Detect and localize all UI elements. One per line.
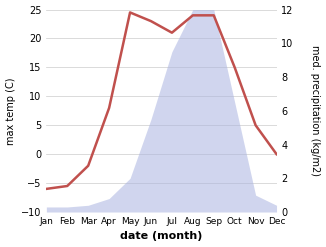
Y-axis label: med. precipitation (kg/m2): med. precipitation (kg/m2) xyxy=(310,45,320,176)
Y-axis label: max temp (C): max temp (C) xyxy=(6,77,16,144)
X-axis label: date (month): date (month) xyxy=(120,231,203,242)
